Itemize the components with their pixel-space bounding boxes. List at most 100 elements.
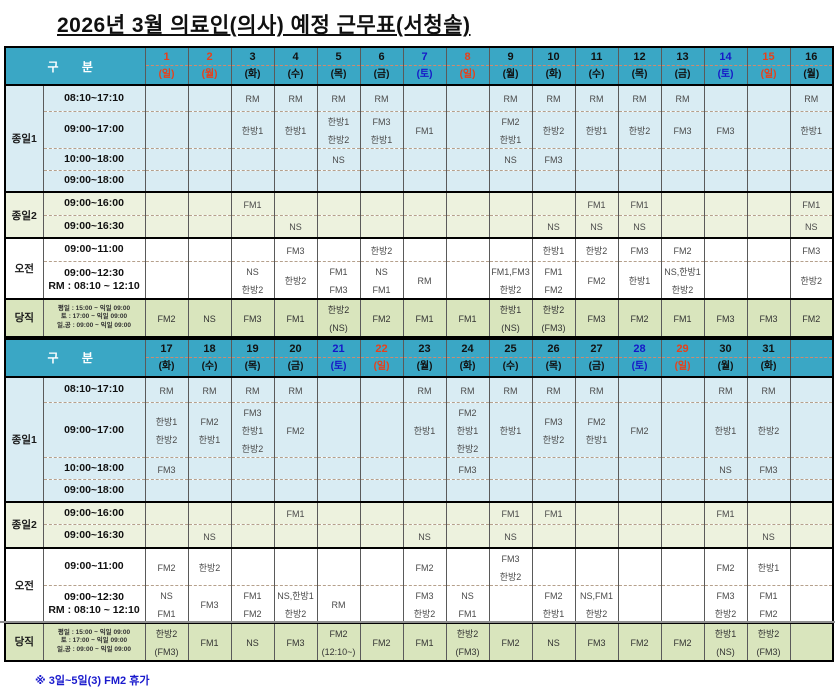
schedule-cell bbox=[531, 479, 576, 502]
schedule-cell bbox=[445, 85, 490, 111]
day-of-week: (화) bbox=[760, 360, 777, 372]
schedule-cell bbox=[144, 260, 189, 299]
time-range-cell: 08:10~17:10 bbox=[42, 376, 146, 403]
day-header-8: 8 (일) bbox=[445, 47, 490, 86]
row-group-label: 오전 bbox=[4, 237, 43, 299]
schedule-cell: FM2 bbox=[144, 546, 189, 585]
day-of-week: (토) bbox=[717, 69, 734, 80]
schedule-cell bbox=[660, 214, 705, 238]
assignment-text: RM bbox=[503, 94, 518, 105]
day-header-3: 3 (화) bbox=[230, 47, 275, 86]
day-of-week: (일) bbox=[373, 360, 390, 372]
schedule-cell: FM1 bbox=[488, 500, 533, 525]
schedule-cell bbox=[789, 500, 834, 525]
day-number: 11 bbox=[576, 48, 618, 66]
schedule-cell: FM1 FM2 bbox=[531, 260, 576, 299]
schedule-cell: 한방1 (NS) bbox=[703, 621, 748, 661]
day-of-week: (금) bbox=[287, 360, 304, 372]
assignment-text: FM3 bbox=[200, 599, 219, 610]
assignment-text: 한방1 bbox=[757, 562, 780, 573]
schedule-cell bbox=[230, 479, 275, 502]
schedule-cell bbox=[230, 169, 275, 192]
schedule-cell bbox=[316, 479, 361, 502]
schedule-cell: NS,한방1 한방2 bbox=[273, 584, 318, 623]
schedule-cell bbox=[746, 85, 791, 111]
schedule-cell: FM2 bbox=[488, 621, 533, 661]
assignment-text: NS bbox=[590, 222, 603, 233]
schedule-cell: NS FM1 bbox=[144, 584, 189, 623]
assignment-text: 한방2 (FM3) bbox=[154, 628, 179, 657]
day-header-18: 18 (수) bbox=[187, 338, 232, 378]
schedule-cell: RM bbox=[660, 85, 705, 111]
assignment-text: FM3 bbox=[630, 245, 649, 256]
schedule-cell: FM1 bbox=[402, 110, 447, 148]
schedule-cell: FM1 bbox=[445, 297, 490, 337]
row-group-label: 종일2 bbox=[4, 191, 43, 238]
schedule-cell: FM2 한방1 bbox=[531, 584, 576, 623]
schedule-cell: NS,한방1 한방2 bbox=[660, 260, 705, 299]
assignment-text: NS bbox=[504, 155, 517, 165]
assignment-text: FM1 bbox=[673, 313, 692, 324]
assignment-text: 한방1 한방2 bbox=[155, 417, 178, 445]
assignment-text: NS bbox=[203, 313, 216, 324]
schedule-cell bbox=[316, 524, 361, 548]
schedule-cell: 한방2 bbox=[789, 260, 834, 299]
schedule-cell bbox=[746, 479, 791, 502]
assignment-text: NS bbox=[418, 531, 431, 542]
schedule-cell: FM3 한방1 bbox=[359, 110, 404, 148]
assignment-text: 한방1 bbox=[413, 426, 436, 436]
schedule-grid: 구 분 1 (일) 2 (월) 3 (화) 4 (수) 5 (목) 6 (금) 7 (토) 8 (일) 9 (월) 1… bbox=[4, 46, 835, 338]
schedule-cell: RM bbox=[359, 85, 404, 111]
day-of-week: (일) bbox=[760, 69, 777, 80]
assignment-text: FM1 bbox=[587, 199, 606, 210]
day-header-23: 23 (월) bbox=[402, 338, 447, 378]
schedule-cell bbox=[445, 169, 490, 192]
schedule-cell: FM1 bbox=[660, 297, 705, 337]
day-number: 29 bbox=[662, 340, 704, 358]
schedule-cell bbox=[617, 500, 662, 525]
assignment-text: FM2 한방1 bbox=[542, 590, 565, 619]
day-header-1: 1 (일) bbox=[144, 47, 189, 86]
schedule-cell: RM bbox=[230, 85, 275, 111]
day-of-week bbox=[791, 358, 832, 375]
assignment-text: RM bbox=[460, 385, 475, 396]
schedule-cell: FM1 bbox=[187, 621, 232, 661]
assignment-text: FM1 FM2 bbox=[544, 266, 563, 295]
schedule-cell bbox=[531, 457, 576, 480]
assignment-text: FM3 한방2 bbox=[413, 590, 436, 619]
schedule-cell bbox=[703, 237, 748, 261]
assignment-text: NS bbox=[246, 637, 259, 648]
schedule-cell: FM1 bbox=[402, 621, 447, 661]
assignment-text: 한방2 (NS) bbox=[327, 304, 350, 333]
assignment-text: FM1 FM3 bbox=[329, 266, 348, 295]
assignment-text: RM bbox=[675, 94, 690, 105]
assignment-text: 한방2 bbox=[284, 275, 307, 286]
assignment-text: FM3 한방2 bbox=[499, 553, 522, 582]
schedule-cell bbox=[316, 376, 361, 403]
schedule-cell bbox=[703, 147, 748, 170]
day-header-12: 12 (목) bbox=[617, 47, 662, 86]
schedule-cell: FM2 bbox=[617, 402, 662, 458]
schedule-cell: 한방1 bbox=[703, 402, 748, 458]
day-of-week: (월) bbox=[803, 69, 820, 80]
schedule-cell bbox=[789, 376, 834, 403]
day-number: 13 bbox=[662, 48, 704, 66]
schedule-cell bbox=[359, 457, 404, 480]
time-range-cell: 09:00~18:00 bbox=[42, 479, 146, 502]
schedule-cell bbox=[144, 110, 189, 148]
schedule-cell: NS 한방2 bbox=[230, 260, 275, 299]
schedule-cell: FM2 bbox=[617, 297, 662, 337]
day-of-week: (금) bbox=[674, 69, 691, 80]
schedule-cell bbox=[789, 147, 834, 170]
day-number: 7 bbox=[404, 48, 446, 66]
schedule-cell bbox=[746, 110, 791, 148]
day-of-week: (일) bbox=[158, 69, 175, 80]
schedule-cell bbox=[789, 584, 834, 623]
day-header-30: 30 (월) bbox=[703, 338, 748, 378]
row-group-label: 당직 bbox=[4, 621, 43, 661]
schedule-cell bbox=[359, 546, 404, 585]
assignment-text: NS bbox=[547, 222, 560, 233]
schedule-cell: 한방2 (NS) bbox=[316, 297, 361, 337]
assignment-text: FM3 bbox=[802, 245, 821, 256]
schedule-cell bbox=[617, 457, 662, 480]
